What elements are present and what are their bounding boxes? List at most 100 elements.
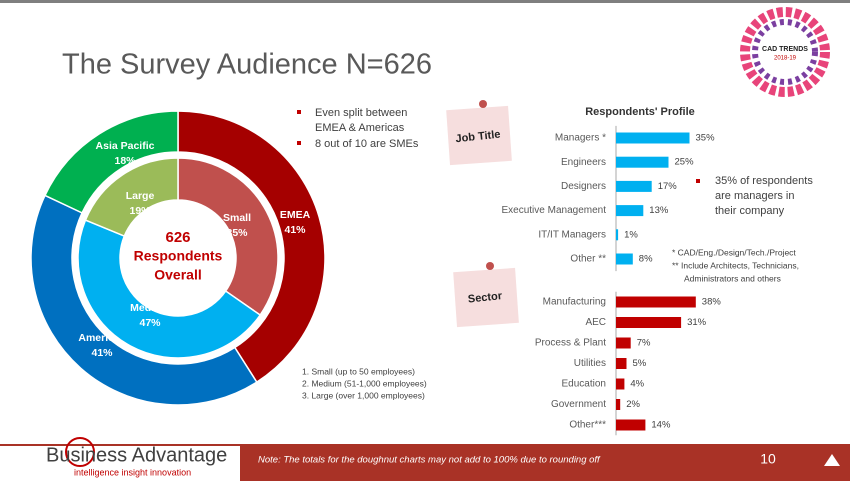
slide-title: The Survey Audience N=626 [62,49,432,81]
donut-segment [30,194,258,406]
segment-value: 35% [226,227,248,239]
category-label: Manufacturing [543,297,606,308]
size-note: 1. Small (up to 50 employees) [302,366,415,376]
category-label: Process & Plant [535,338,606,349]
donut-segment [84,157,179,237]
badge-ring [752,19,818,85]
segment-label: EMEA [280,209,311,221]
segment-value: 47% [139,317,161,329]
donut-segment [177,157,279,317]
callout-text: 35% of respondents [715,175,813,187]
footer-rule [0,444,850,446]
bullets: Even split between EMEA & Americas 8 out… [297,107,419,150]
value-label: 5% [633,358,647,369]
bullet-text: EMEA & Americas [315,122,405,134]
footer-band [240,446,850,481]
segment-label: Large [126,190,155,202]
segment-label: Small [223,212,251,224]
bar [616,205,644,217]
segment-label: Medium [130,302,170,314]
bar [616,358,627,369]
category-label: Executive Management [501,205,606,216]
category-label: Government [551,399,606,410]
footer-note: Note: The totals for the doughnut charts… [258,455,601,466]
value-label: 38% [702,297,722,308]
center-label: Respondents [134,248,223,264]
note-title: Sector [467,290,503,306]
bar [616,296,696,308]
value-label: 8% [639,254,653,265]
value-label: 17% [658,181,678,192]
center-label: 626 [165,229,190,246]
category-label: Engineers [561,157,606,168]
pin [486,262,494,270]
job-note: * CAD/Eng./Design/Tech./Project [672,247,796,257]
bar [616,132,690,144]
badge: CAD TRENDS 2018-19 [740,7,830,97]
donut-segment [177,110,326,384]
badge-title: CAD TRENDS [762,46,808,53]
bar [616,156,669,168]
category-label: Managers * [555,133,606,144]
value-label: 7% [637,338,651,349]
bar [616,337,631,349]
bullet [297,141,301,145]
category-label: Education [562,379,606,390]
pin [479,100,487,108]
value-label: 2% [626,399,640,410]
bar [616,253,633,265]
bar [616,378,625,390]
segment-value: 41% [284,224,306,236]
bar [616,399,621,410]
category-label: IT/IT Managers [538,229,606,240]
callout-text: their company [715,205,785,217]
size-note: 2. Medium (51-1,000 employees) [302,378,427,388]
value-label: 35% [696,133,716,144]
donut-segment [43,110,179,214]
callout-text: are managers in [715,190,795,202]
size-notes: 1. Small (up to 50 employees) 2. Medium … [302,366,427,400]
sticky-note [453,267,519,328]
brand: Business Advantage [46,444,227,466]
category-label: AEC [585,317,606,328]
center-label: Overall [154,267,201,283]
value-label: 4% [630,379,644,390]
bar [616,229,619,241]
segment-value: 41% [91,347,113,359]
bullet [297,110,301,114]
top-rule [0,0,850,3]
value-label: 1% [624,229,638,240]
nav-up[interactable] [824,454,840,466]
value-label: 14% [651,420,671,431]
category-label: Other ** [570,254,606,265]
bullet [696,179,700,183]
profile-title: Respondents' Profile [585,106,695,118]
callout: 35% of respondents are managers in their… [696,175,813,217]
category-label: Other*** [569,420,606,431]
sticky-note [446,105,512,166]
note-title: Job Title [455,129,501,146]
bar [616,419,646,431]
size-note: 3. Large (over 1,000 employees) [302,390,425,400]
logo-globe [65,437,95,467]
badge-year: 2018-19 [774,56,797,62]
value-label: 25% [675,157,695,168]
bullet-text: Even split between [315,107,407,119]
category-label: Utilities [574,358,606,369]
bar [616,317,682,328]
footer: Business Advantage intelligence insight … [0,437,850,481]
segment-value: 19% [129,205,151,217]
value-label: 31% [687,317,707,328]
category-label: Designers [561,181,606,192]
bar [616,180,652,192]
donut-segment [77,219,262,359]
sticky-notes [446,100,519,328]
segment-value: 18% [114,155,136,167]
job-note: Administrators and others [684,273,781,283]
value-label: 13% [649,205,669,216]
segment-label: Asia Pacific [96,140,155,152]
job-note: ** Include Architects, Technicians, [672,260,799,270]
page-number: 10 [760,451,776,467]
